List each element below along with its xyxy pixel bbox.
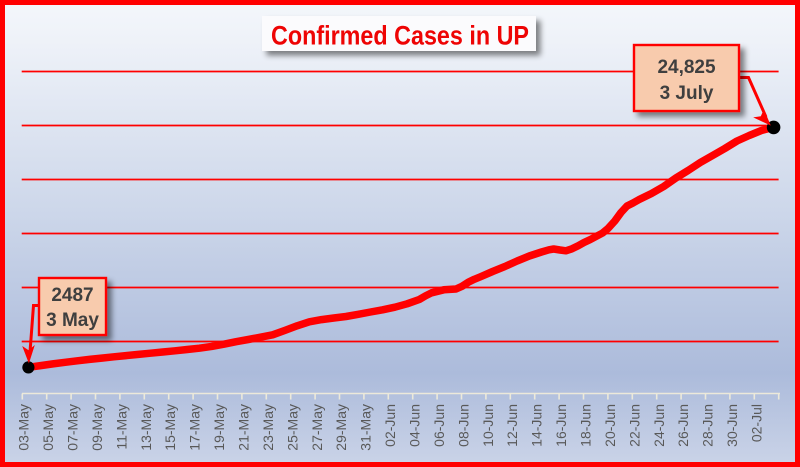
svg-text:07-May: 07-May (65, 404, 81, 451)
svg-text:05-May: 05-May (40, 404, 56, 451)
svg-text:16-Jun: 16-Jun (553, 404, 569, 447)
svg-text:09-May: 09-May (89, 404, 105, 451)
svg-text:31-May: 31-May (358, 404, 374, 451)
svg-text:28-Jun: 28-Jun (700, 404, 716, 447)
svg-text:26-Jun: 26-Jun (675, 404, 691, 447)
svg-text:25-May: 25-May (284, 404, 300, 451)
svg-text:02-Jul: 02-Jul (749, 404, 765, 442)
svg-text:30-Jun: 30-Jun (724, 404, 740, 447)
svg-text:02-Jun: 02-Jun (382, 404, 398, 447)
svg-text:2487: 2487 (51, 285, 93, 306)
svg-text:21-May: 21-May (236, 404, 252, 451)
svg-text:10-Jun: 10-Jun (480, 404, 496, 447)
svg-text:20-Jun: 20-Jun (602, 404, 618, 447)
svg-text:08-Jun: 08-Jun (455, 404, 471, 447)
svg-text:11-May: 11-May (113, 404, 129, 450)
svg-text:29-May: 29-May (333, 404, 349, 451)
svg-text:23-May: 23-May (260, 404, 276, 451)
svg-text:12-Jun: 12-Jun (504, 404, 520, 447)
svg-text:3 July: 3 July (660, 83, 714, 104)
svg-text:03-May: 03-May (16, 404, 32, 451)
svg-text:22-Jun: 22-Jun (626, 404, 642, 447)
svg-text:19-May: 19-May (211, 404, 227, 451)
svg-text:3 May: 3 May (46, 310, 99, 331)
svg-text:18-Jun: 18-Jun (578, 404, 594, 447)
svg-text:06-Jun: 06-Jun (431, 404, 447, 447)
svg-text:15-May: 15-May (162, 404, 178, 451)
svg-text:14-Jun: 14-Jun (529, 404, 545, 447)
svg-text:04-Jun: 04-Jun (407, 404, 423, 447)
svg-text:Confirmed Cases in UP: Confirmed Cases in UP (271, 21, 529, 51)
svg-text:24,825: 24,825 (657, 57, 716, 78)
svg-text:13-May: 13-May (138, 404, 154, 451)
svg-text:24-Jun: 24-Jun (651, 404, 667, 447)
svg-text:17-May: 17-May (187, 404, 203, 451)
svg-text:27-May: 27-May (309, 404, 325, 451)
